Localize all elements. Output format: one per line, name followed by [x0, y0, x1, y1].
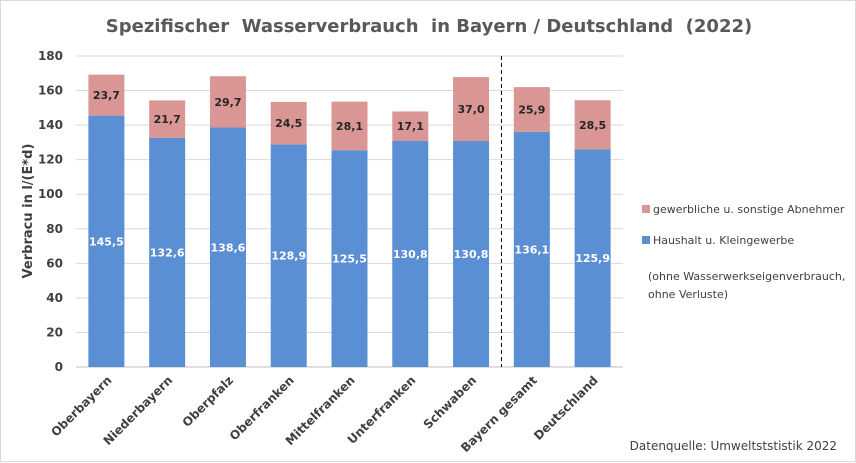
bar-haushalt [331, 150, 368, 367]
chart-title: Spezifischer Wasserverbrauch in Bayern /… [106, 16, 752, 37]
y-tick-label: 0 [55, 360, 63, 374]
data-label-haushalt: 145,5 [89, 235, 124, 248]
data-label-gewerbe: 23,7 [93, 89, 120, 102]
x-tick-label: Oberpfalz [180, 373, 236, 429]
y-tick-label: 80 [46, 222, 63, 236]
legend-label: gewerbliche u. sonstige Abnehmer [653, 203, 845, 216]
bar-gewerbe [270, 101, 307, 145]
x-tick-label: Oberfranken [227, 373, 297, 443]
data-label-haushalt: 130,8 [454, 248, 489, 261]
bar-gewerbe [149, 100, 186, 138]
bar-gewerbe [392, 111, 429, 142]
data-label-haushalt: 132,6 [150, 246, 185, 259]
bar-gewerbe [453, 77, 490, 142]
data-label-gewerbe: 25,9 [518, 103, 545, 116]
bar-haushalt [149, 137, 186, 367]
y-tick-label: 180 [38, 49, 63, 63]
bar-haushalt [270, 144, 307, 367]
data-label-gewerbe: 29,7 [214, 96, 241, 109]
data-label-gewerbe: 37,0 [457, 103, 484, 116]
legend: gewerbliche u. sonstige Abnehmer Haushalt… [642, 203, 845, 247]
data-label-gewerbe: 17,1 [397, 120, 424, 133]
x-tick-label: Oberbayern [48, 373, 114, 439]
bar-haushalt [453, 141, 490, 367]
x-tick-label: Schwaben [421, 373, 480, 432]
data-label-gewerbe: 28,5 [579, 119, 606, 132]
y-axis-ticks: 0 20 40 60 80 100 120 140 160 180 [38, 49, 63, 374]
y-tick-label: 140 [38, 118, 63, 132]
bars [88, 74, 611, 367]
data-label-haushalt: 128,9 [271, 250, 306, 263]
data-label-haushalt: 136,1 [514, 243, 549, 256]
bar-haushalt [513, 131, 550, 367]
y-tick-label: 160 [38, 84, 63, 98]
x-tick-label: Deutschland [531, 373, 601, 443]
data-label-haushalt: 138,6 [211, 241, 246, 254]
bar-haushalt [209, 127, 246, 367]
data-label-haushalt: 130,8 [393, 248, 428, 261]
bar-gewerbe [513, 87, 550, 132]
bar-labels: 145,5 23,7 132,6 21,7 138,6 29,7 128,9 24,5 125,… [89, 89, 610, 265]
footnote-line: (ohne Wasserwerkseigenverbrauch, [648, 270, 845, 283]
y-axis-label: Verbracu in l/(E*d) [21, 144, 36, 279]
legend-swatch [642, 205, 650, 213]
bar-haushalt [574, 149, 611, 367]
data-label-gewerbe: 24,5 [275, 117, 302, 130]
legend-swatch [642, 236, 650, 244]
bar-gewerbe [574, 100, 611, 150]
y-tick-label: 20 [46, 325, 63, 339]
y-tick-label: 120 [38, 153, 63, 167]
data-label-gewerbe: 21,7 [154, 113, 181, 126]
y-tick-label: 100 [38, 187, 63, 201]
y-tick-label: 40 [46, 291, 63, 305]
data-label-haushalt: 125,5 [332, 253, 367, 266]
bar-gewerbe [88, 74, 125, 116]
data-label-gewerbe: 28,1 [336, 120, 363, 133]
legend-label: Haushalt u. Kleingewerbe [653, 234, 794, 247]
data-source: Datenquelle: Umweltststistik 2022 [630, 439, 837, 453]
footnote: (ohne Wasserwerkseigenverbrauch, ohne Ver… [648, 270, 845, 301]
y-tick-label: 60 [46, 256, 63, 270]
bar-gewerbe [209, 76, 246, 128]
data-label-haushalt: 125,9 [575, 252, 610, 265]
bar-gewerbe [331, 101, 368, 151]
bar-haushalt [392, 141, 429, 367]
footnote-line: ohne Verluste) [648, 288, 728, 301]
bar-haushalt [88, 115, 125, 367]
